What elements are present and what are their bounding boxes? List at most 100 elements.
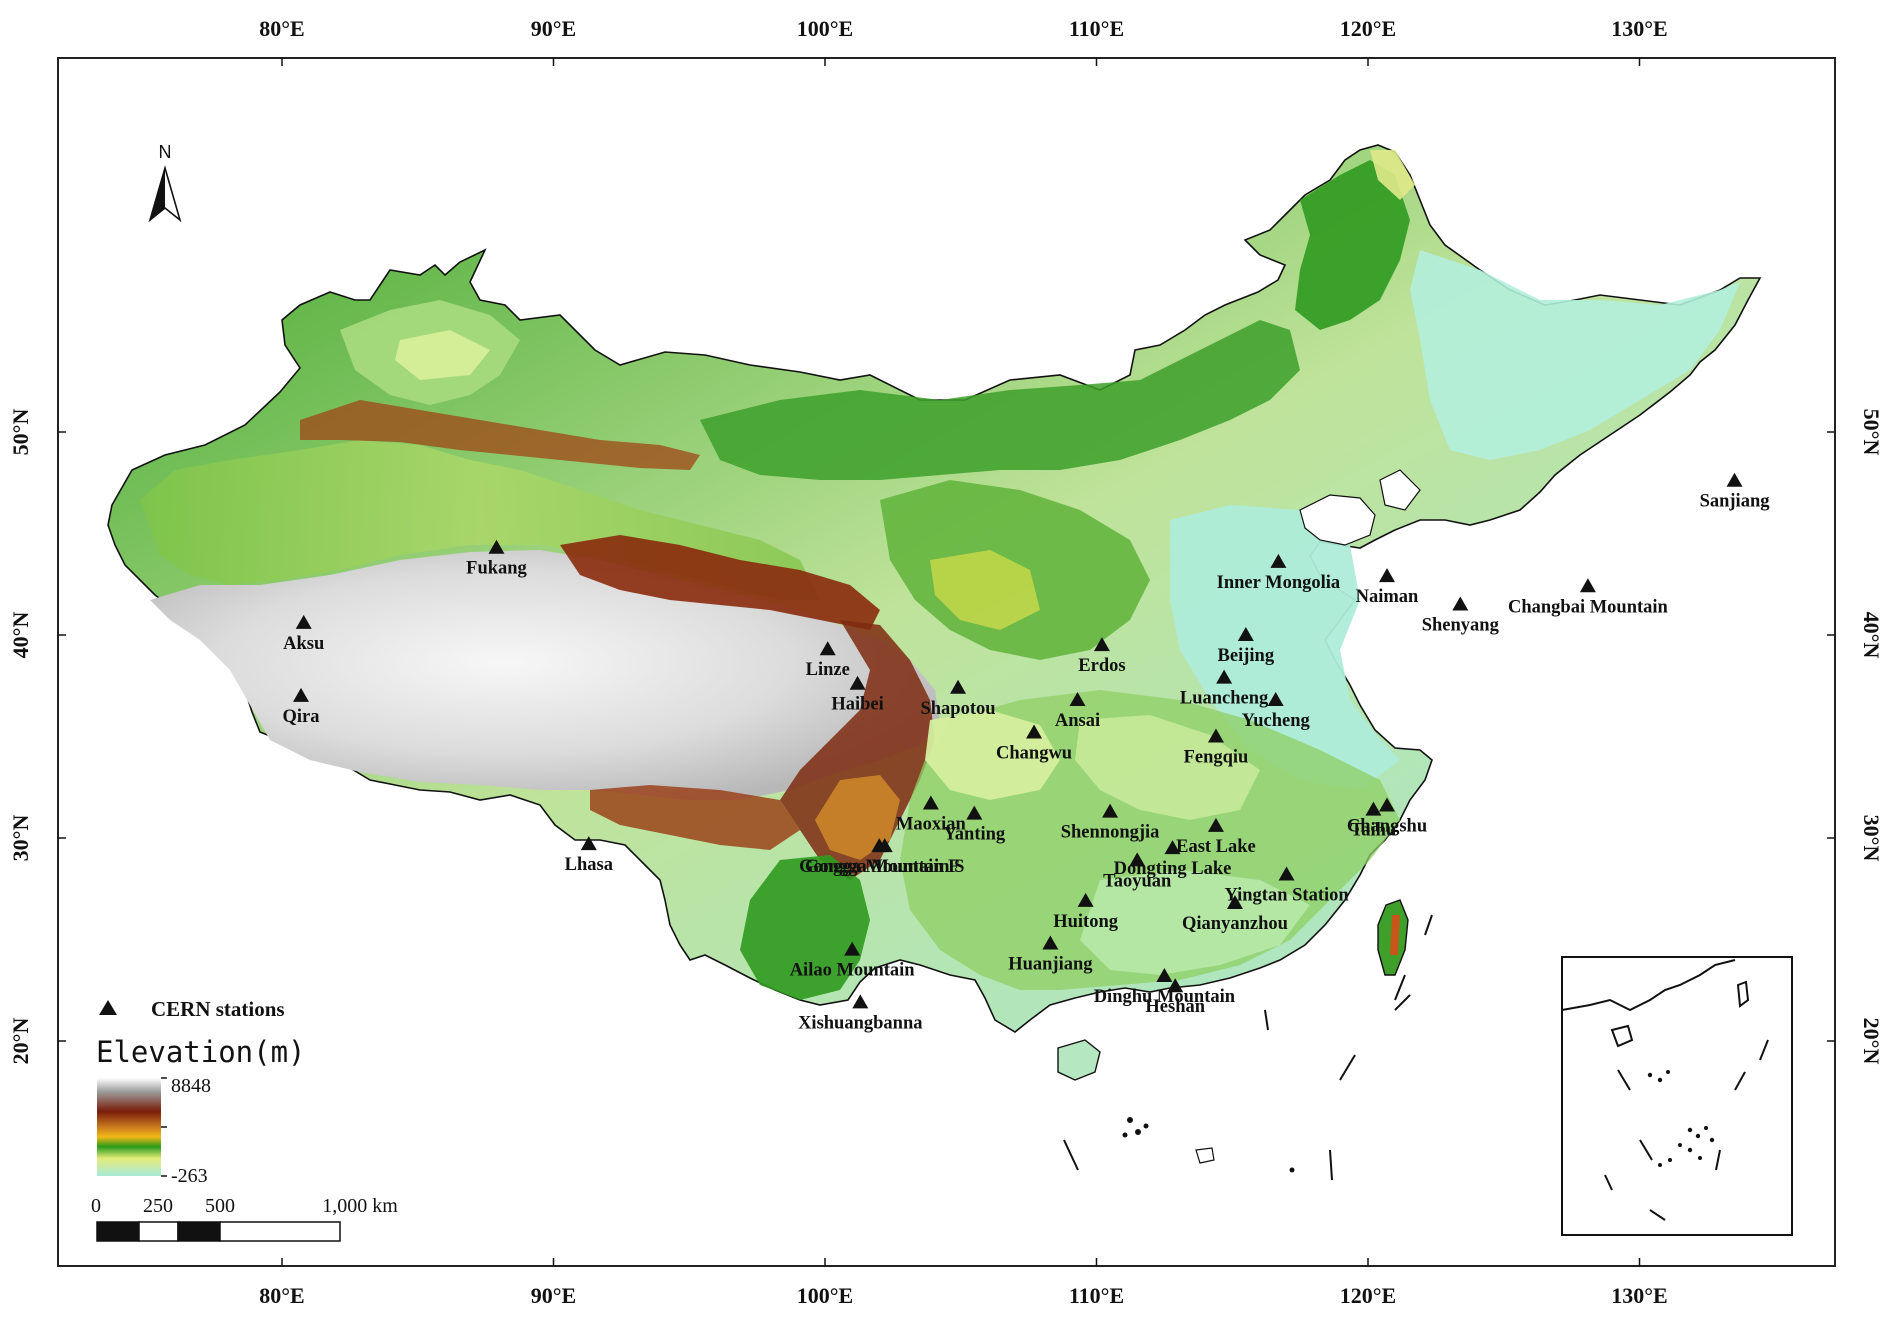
inset-coastline — [1561, 959, 1736, 1012]
inset-dash-3 — [1715, 1149, 1721, 1171]
station-label: Taoyuan — [1103, 871, 1172, 891]
station-label: Gongga Mountain F — [799, 857, 959, 877]
khingan-yellow — [1370, 150, 1415, 200]
station-label: East Lake — [1176, 837, 1256, 857]
station-marker: Erdos — [1078, 637, 1126, 676]
scale-label-1000: 1,000 km — [322, 1195, 398, 1217]
graticule-labels: 80°E 80°E 90°E 90°E 100°E 100°E 110°E 110°E 120°… — [8, 16, 1884, 1308]
station-triangle-icon — [1077, 892, 1094, 907]
station-marker: Huanjiang — [1008, 935, 1093, 975]
station-label: Shenyang — [1422, 616, 1500, 636]
lon-label-top: 120°E — [1340, 16, 1396, 41]
station-label: Dongting Lake — [1114, 859, 1232, 879]
lat-label-right: 30°N — [1859, 815, 1884, 862]
station-label: Taihu — [1351, 821, 1397, 841]
station-triangle-icon — [844, 941, 861, 956]
lat-label-left: 50°N — [8, 409, 33, 456]
station-label: Changbai Mountain — [1508, 597, 1669, 617]
station-triangle-icon — [295, 614, 312, 629]
station-label: Maoxian — [896, 814, 967, 834]
station-label: Yanting — [943, 825, 1005, 845]
station-marker: Gongga Mountain S — [805, 838, 964, 877]
lon-label-top: 90°E — [531, 16, 576, 41]
station-marker: Changbai Mountain — [1508, 578, 1669, 617]
station-label: Beijing — [1218, 646, 1275, 666]
station-label: Fengqiu — [1184, 748, 1249, 768]
station-triangle-icon — [1379, 797, 1396, 812]
inset-frame — [1561, 956, 1793, 1236]
legend: CERN stations Elevation(m) 8848 -263 — [96, 997, 306, 1187]
lon-label-bottom: 130°E — [1611, 1283, 1667, 1308]
station-marker: Xishuangbanna — [798, 994, 923, 1033]
islands — [1057, 899, 1433, 1181]
south-sea-islet-5 — [1122, 1132, 1128, 1138]
station-marker: Naiman — [1356, 568, 1419, 607]
scale-seg-3 — [177, 1221, 221, 1242]
scale-seg-4 — [219, 1221, 341, 1242]
lat-label-left: 30°N — [8, 815, 33, 862]
station-marker: Yucheng — [1242, 691, 1311, 731]
hengduan-orange — [815, 775, 900, 860]
station-label: Haibei — [831, 695, 883, 715]
station-marker: Lhasa — [565, 836, 613, 875]
station-label: Dinghu Mountain — [1094, 987, 1236, 1007]
taiwan-mountains — [1390, 915, 1400, 955]
scale-seg-2 — [138, 1221, 179, 1242]
station-label: Huanjiang — [1008, 955, 1093, 975]
legend-elevation-title: Elevation(m) — [96, 1035, 306, 1069]
station-label: Shapotou — [920, 699, 995, 719]
lon-label-bottom: 100°E — [797, 1283, 853, 1308]
south-sea-islet-3 — [1143, 1123, 1149, 1129]
station-triangle-icon — [1216, 669, 1233, 684]
station-triangle-icon — [966, 805, 983, 820]
south-sea-dash-1 — [1063, 1139, 1079, 1171]
station-marker: Qira — [283, 687, 320, 727]
station-marker: Beijing — [1218, 627, 1275, 666]
lon-label-bottom: 90°E — [531, 1283, 576, 1308]
inset-islets — [1647, 1070, 1715, 1167]
station-triangle-icon — [1365, 801, 1382, 816]
scale-seg-1 — [96, 1221, 140, 1242]
station-marker: Inner Mongolia — [1217, 553, 1341, 593]
station-marker: Taihu — [1351, 801, 1397, 841]
station-label: Aksu — [283, 634, 324, 654]
inset-dash-5 — [1734, 1071, 1746, 1091]
south-sea-dash-4 — [1394, 974, 1406, 1001]
scale-label-500: 500 — [205, 1195, 235, 1217]
north-arrow-fill — [150, 168, 165, 220]
inner-mongolia — [700, 320, 1300, 480]
station-label: Naiman — [1356, 587, 1419, 607]
station-marker: Sanjiang — [1700, 472, 1770, 512]
station-triangle-icon — [819, 641, 836, 656]
station-label: Erdos — [1078, 656, 1125, 676]
station-marker: Shapotou — [920, 679, 996, 719]
inset-taiwan — [1736, 980, 1750, 1008]
station-triangle-icon — [1129, 852, 1146, 867]
station-triangle-icon — [922, 795, 939, 810]
station-label: Huitong — [1053, 912, 1119, 932]
station-triangle-icon — [1267, 691, 1284, 706]
scale-label-0: 0 — [91, 1195, 101, 1217]
legend-max-value: 8848 — [171, 1075, 211, 1097]
station-label: Qira — [283, 707, 320, 727]
legend-color-ramp — [97, 1078, 161, 1176]
station-label: Inner Mongolia — [1217, 573, 1341, 593]
station-triangle-icon — [1207, 817, 1224, 832]
south-sea-dash-3 — [1339, 1054, 1356, 1081]
scale-label-250: 250 — [143, 1195, 173, 1217]
legend-station-label: CERN stations — [151, 997, 285, 1021]
south-sea-islet-2 — [1135, 1129, 1141, 1135]
sichuan-basin — [925, 710, 1060, 800]
station-label: Heshan — [1145, 997, 1205, 1017]
station-label: Ailao Mountain — [790, 961, 916, 981]
station-triangle-icon — [580, 836, 597, 851]
station-triangle-icon — [1226, 894, 1243, 909]
station-marker: Linze — [806, 641, 850, 680]
station-triangle-icon — [1042, 935, 1059, 950]
qaidam-mountains — [560, 535, 880, 630]
greater-khingan — [1295, 160, 1410, 330]
station-triangle-icon — [849, 675, 866, 690]
station-triangle-icon — [1579, 578, 1596, 593]
station-triangle-icon — [1207, 728, 1224, 743]
station-marker: Yingtan Station — [1224, 866, 1349, 906]
